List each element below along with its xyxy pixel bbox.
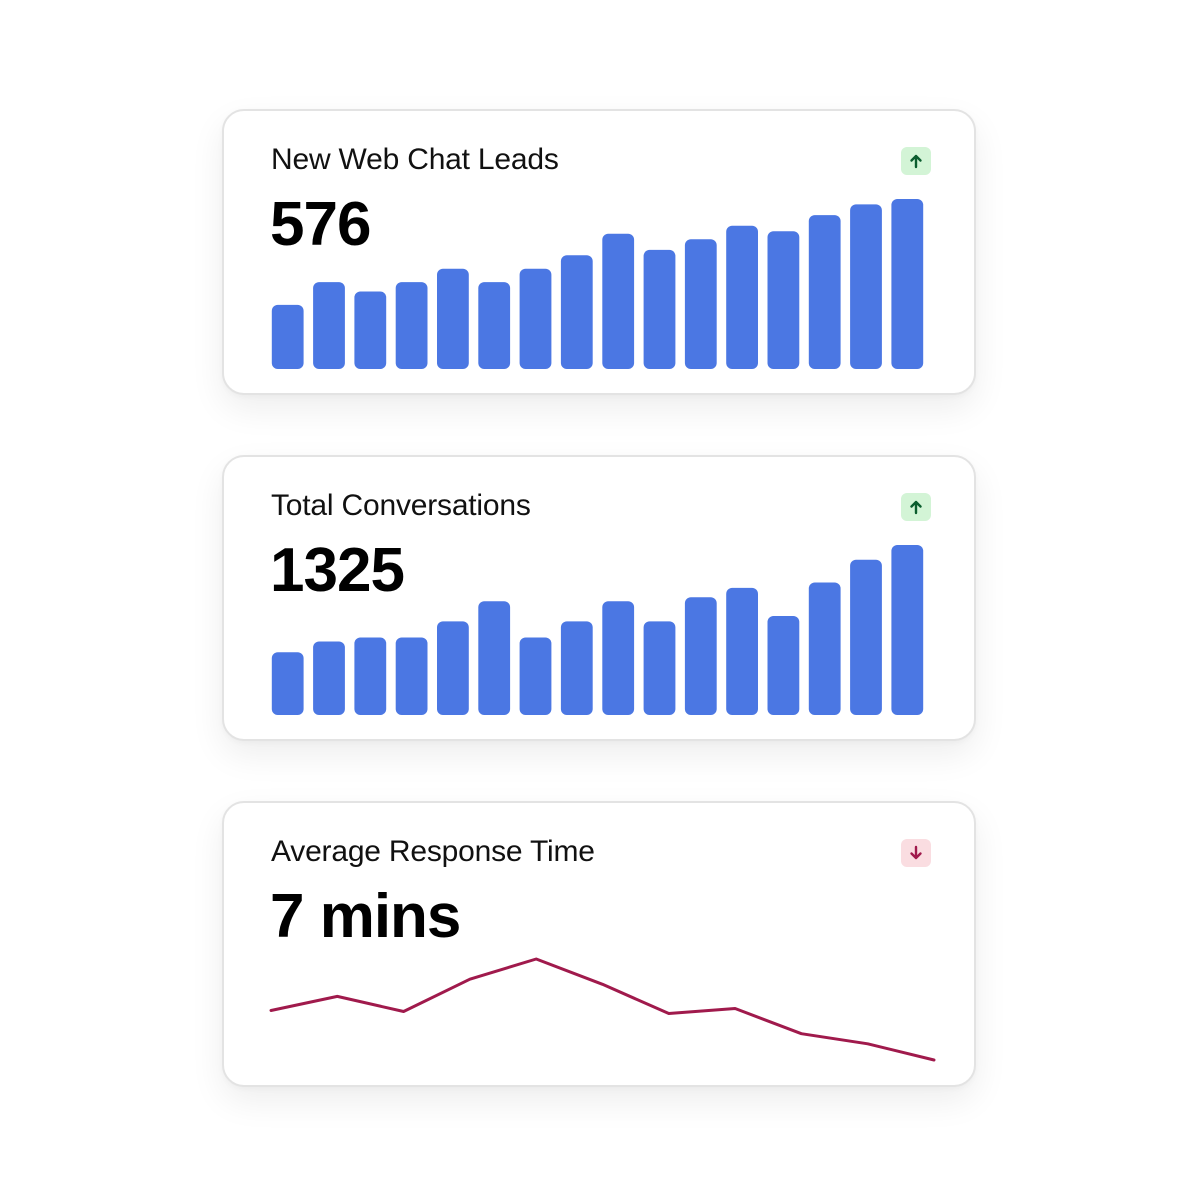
card-value: 7 mins [270, 882, 461, 951]
bar [767, 231, 800, 369]
bar [271, 652, 304, 715]
response-time-line-chart [269, 957, 936, 1062]
bar [271, 304, 304, 369]
bar [519, 268, 552, 369]
arrow-up-icon [910, 500, 922, 515]
bar [602, 233, 635, 369]
bar [684, 239, 717, 369]
bar [891, 199, 924, 369]
bar [808, 582, 841, 715]
bar [519, 637, 552, 715]
bar [767, 616, 800, 715]
bar [478, 601, 511, 715]
trend-down-badge [901, 839, 931, 867]
card-value: 1325 [270, 536, 405, 605]
series-line [269, 957, 936, 1062]
bar [850, 204, 882, 369]
bar [478, 282, 511, 369]
bar [560, 621, 593, 715]
metric-card-web-chat-leads[interactable]: New Web Chat Leads 576 [222, 109, 976, 395]
bar [808, 215, 841, 369]
card-title: Total Conversations [271, 489, 531, 522]
bar [726, 587, 758, 715]
bar [891, 545, 924, 715]
bar [354, 291, 387, 369]
card-value: 576 [270, 190, 371, 259]
bar [850, 559, 882, 715]
trend-up-badge [901, 493, 931, 521]
bar [395, 637, 428, 715]
bar [313, 282, 345, 369]
bar [395, 282, 428, 369]
metric-card-average-response-time[interactable]: Average Response Time 7 mins [222, 801, 976, 1087]
bar [354, 637, 387, 715]
bar [313, 641, 345, 715]
bar [602, 601, 635, 715]
metric-card-total-conversations[interactable]: Total Conversations 1325 [222, 455, 976, 741]
trend-up-badge [901, 147, 931, 175]
bar [643, 621, 676, 715]
leads-bar-chart [271, 199, 924, 369]
card-title: New Web Chat Leads [271, 143, 559, 176]
arrow-down-icon [910, 845, 922, 860]
bar [560, 255, 593, 369]
arrow-up-icon [910, 154, 922, 169]
bar [643, 249, 676, 369]
bar [726, 225, 758, 369]
card-title: Average Response Time [271, 835, 595, 868]
conversations-bar-chart [271, 545, 924, 715]
bar [684, 597, 717, 715]
bar [437, 621, 469, 715]
bar [437, 268, 469, 369]
